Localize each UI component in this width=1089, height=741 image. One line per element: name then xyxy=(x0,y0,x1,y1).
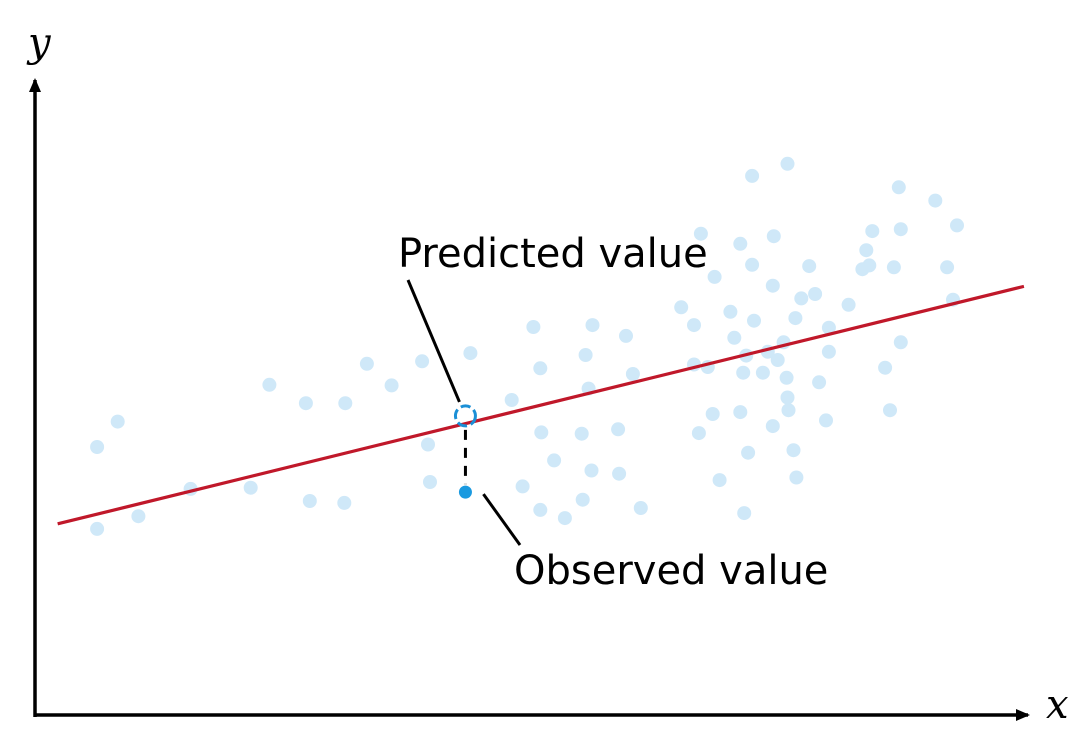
scatter-point xyxy=(781,403,796,418)
y-axis-label: y xyxy=(26,20,52,66)
scatter-point xyxy=(547,453,562,468)
scatter-point xyxy=(950,218,964,233)
scatter-point xyxy=(633,501,648,515)
scatter-point xyxy=(575,492,590,507)
scatter-point xyxy=(821,344,836,359)
scatter-point xyxy=(741,445,756,460)
scatter-point xyxy=(733,405,748,420)
scatter-point xyxy=(504,393,519,407)
scatter-point xyxy=(940,260,955,275)
scatter-point xyxy=(131,509,146,524)
scatter-point xyxy=(780,390,795,405)
scatter-point xyxy=(463,346,478,361)
scatter-point xyxy=(674,300,689,315)
scatter-point xyxy=(789,470,804,485)
scatter-point xyxy=(415,354,430,369)
scatter-point xyxy=(707,269,722,284)
scatter-point xyxy=(574,426,589,441)
scatter-point xyxy=(865,224,880,239)
scatter-point xyxy=(765,278,780,293)
scatter-point xyxy=(625,367,640,381)
scatter-point xyxy=(780,156,795,171)
scatter-point xyxy=(584,463,599,478)
scatter-point xyxy=(893,335,908,350)
scatter-point xyxy=(745,257,760,272)
scatter-point xyxy=(585,318,600,333)
scatter-point xyxy=(770,353,785,367)
scatter-point xyxy=(557,511,572,526)
scatter-point xyxy=(693,226,708,241)
scatter-point xyxy=(110,414,125,429)
scatter-point xyxy=(262,377,277,392)
scatter-point xyxy=(786,443,801,458)
scatter-point xyxy=(745,168,760,183)
scatter-point xyxy=(687,318,701,333)
scatter-point xyxy=(243,480,258,495)
predicted-value-label: Predicted value xyxy=(398,231,708,277)
scatter-point xyxy=(802,259,817,274)
scatter-point xyxy=(384,378,399,393)
x-axis-label: x xyxy=(1046,682,1069,728)
scatter-point xyxy=(359,356,374,371)
scatter-point xyxy=(788,311,803,326)
scatter-point xyxy=(515,479,530,494)
scatter-point xyxy=(705,407,720,421)
scatter-point xyxy=(533,502,548,517)
scatter-point xyxy=(878,360,893,375)
scatter-point xyxy=(578,348,593,362)
scatter-point xyxy=(862,258,877,273)
scatter-point xyxy=(886,260,901,275)
scatter-point xyxy=(302,494,317,508)
scatter-point xyxy=(526,320,541,334)
scatter-point xyxy=(893,222,908,237)
scatter-point xyxy=(337,495,352,510)
observed-value-label: Observed value xyxy=(514,548,828,594)
scatter-point xyxy=(928,193,943,208)
scatter-point xyxy=(691,426,706,441)
scatter-point xyxy=(819,413,833,428)
scatter-point xyxy=(736,365,751,380)
scatter-point xyxy=(298,396,313,411)
regression-line xyxy=(57,284,1025,526)
scatter-point xyxy=(423,475,437,489)
scatter-point xyxy=(533,361,548,376)
scatter-point xyxy=(727,330,742,345)
scatter-point xyxy=(891,180,906,195)
data-points xyxy=(90,156,964,536)
scatter-point xyxy=(812,375,827,390)
predicted-label-leader xyxy=(406,279,461,403)
scatter-point xyxy=(821,320,836,335)
scatter-point xyxy=(612,466,627,481)
scatter-point xyxy=(779,370,794,385)
scatter-point xyxy=(534,425,549,440)
scatter-point xyxy=(712,473,727,488)
scatter-point xyxy=(883,403,897,418)
predicted-value-marker xyxy=(453,404,477,428)
scatter-point xyxy=(859,243,874,258)
scatter-point xyxy=(619,328,633,343)
scatter-point xyxy=(766,229,781,244)
scatter-point xyxy=(841,297,856,312)
scatter-point xyxy=(611,422,626,437)
scatter-point xyxy=(765,419,780,434)
scatter-point xyxy=(733,236,748,251)
scatter-point xyxy=(90,521,105,536)
scatter-point xyxy=(747,313,761,328)
scatter-point xyxy=(808,287,823,301)
observed-value-point xyxy=(458,485,472,499)
scatter-point xyxy=(338,396,353,411)
scatter-point xyxy=(723,304,738,319)
observed-label-leader xyxy=(482,493,522,546)
scatter-point xyxy=(755,365,770,380)
scatter-point xyxy=(90,440,105,454)
scatter-point xyxy=(794,291,809,306)
scatter-point xyxy=(421,437,435,452)
scatter-point xyxy=(737,506,752,521)
